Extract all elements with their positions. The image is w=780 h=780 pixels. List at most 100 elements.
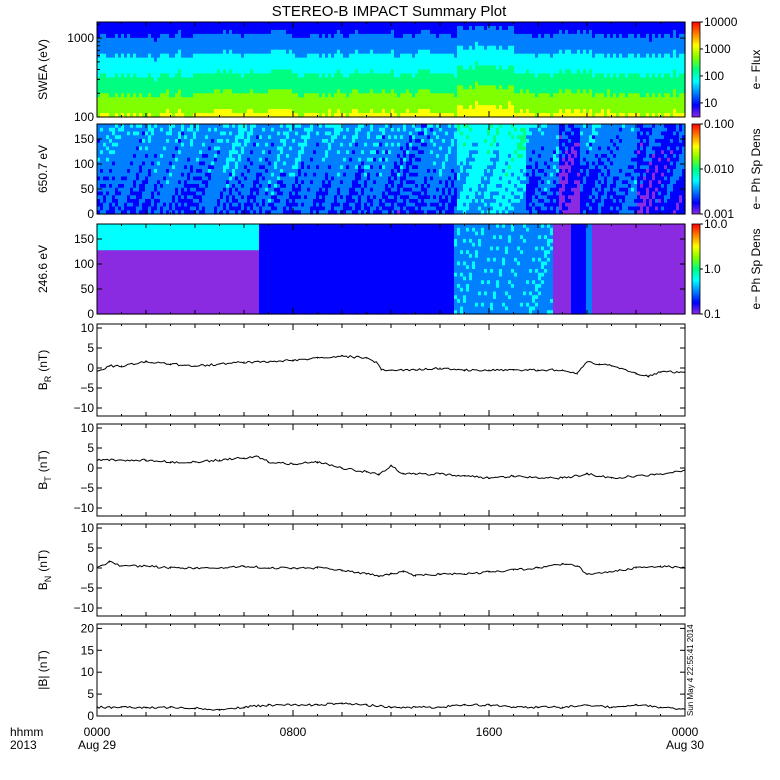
heatmap-cell — [493, 105, 497, 110]
heatmap-cell — [343, 93, 347, 98]
heatmap-cell — [319, 41, 323, 47]
heatmap-cell — [616, 61, 620, 67]
heatmap-cell — [283, 49, 287, 55]
heatmap-cell — [415, 93, 419, 98]
heatmap-cell — [223, 97, 227, 102]
heatmap-cell — [229, 41, 233, 47]
heatmap-cell — [574, 85, 578, 90]
heatmap-cell — [388, 73, 392, 79]
heatmap-cell — [532, 65, 536, 71]
heatmap-cell — [115, 69, 119, 75]
heatmap-cell — [505, 89, 509, 94]
heatmap-cell — [469, 89, 473, 94]
heatmap-cell — [670, 105, 674, 110]
heatmap-cell — [271, 101, 275, 106]
heatmap-cell — [112, 184, 116, 189]
heatmap-cell — [331, 37, 335, 43]
heatmap-cell — [427, 29, 431, 35]
heatmap-cell — [100, 45, 104, 51]
heatmap-cell — [112, 61, 116, 67]
heatmap-cell — [670, 93, 674, 98]
heatmap-cell — [508, 37, 512, 43]
heatmap-cell — [625, 69, 629, 75]
heatmap-cell — [559, 25, 563, 31]
heatmap-cell — [217, 33, 221, 39]
heatmap-cell — [613, 73, 617, 79]
heatmap-cell — [454, 53, 458, 59]
heatmap-cell — [322, 77, 326, 82]
heatmap-cell — [442, 33, 446, 39]
heatmap-cell — [283, 57, 287, 63]
heatmap-cell — [415, 33, 419, 39]
heatmap-cell — [412, 93, 416, 98]
heatmap-cell — [301, 113, 305, 118]
heatmap-cell — [235, 77, 239, 82]
heatmap-cell — [337, 33, 341, 39]
heatmap-cell — [346, 37, 350, 43]
heatmap-cell — [151, 105, 155, 110]
heatmap-cell — [589, 41, 593, 47]
heatmap-cell — [484, 109, 488, 114]
heatmap-cell — [223, 22, 227, 27]
heatmap-cell — [469, 49, 473, 55]
heatmap-cell — [592, 37, 596, 43]
heatmap-cell — [340, 89, 344, 94]
heatmap-cell — [184, 101, 188, 106]
heatmap-cell — [121, 45, 125, 51]
heatmap-cell — [340, 25, 344, 31]
heatmap-cell — [649, 89, 653, 94]
heatmap-cell — [316, 49, 320, 55]
heatmap-cell — [184, 109, 188, 114]
heatmap-cell — [502, 25, 506, 31]
heatmap-cell — [97, 93, 101, 98]
heatmap-cell — [211, 45, 215, 51]
heatmap-cell — [673, 69, 677, 75]
heatmap-cell — [682, 22, 686, 27]
heatmap-cell — [271, 57, 275, 63]
heatmap-cell — [199, 57, 203, 63]
heatmap-cell — [208, 57, 212, 63]
heatmap-cell — [364, 45, 368, 51]
heatmap-cell — [364, 81, 368, 86]
heatmap-cell — [124, 41, 128, 47]
heatmap-cell — [658, 97, 662, 102]
heatmap-cell — [160, 29, 164, 35]
heatmap-cell — [277, 65, 281, 71]
heatmap-cell — [100, 29, 104, 35]
heatmap-cell — [277, 97, 281, 102]
heatmap-cell — [370, 69, 374, 75]
heatmap-cell — [298, 49, 302, 55]
heatmap-cell — [97, 97, 101, 102]
heatmap-cell — [514, 45, 518, 51]
heatmap-cell — [676, 41, 680, 47]
heatmap-cell — [337, 113, 341, 118]
heatmap-cell — [394, 73, 398, 79]
heatmap-cell — [661, 25, 665, 31]
heatmap-cell — [499, 85, 503, 90]
heatmap-cell — [151, 69, 155, 75]
heatmap-cell — [457, 73, 461, 79]
heatmap-cell — [475, 113, 479, 118]
heatmap-cell — [367, 57, 371, 63]
heatmap-cell — [661, 45, 665, 51]
heatmap-cell — [514, 73, 518, 79]
heatmap-cell — [259, 45, 263, 51]
heatmap-cell — [595, 37, 599, 43]
heatmap-cell — [478, 97, 482, 102]
heatmap-cell — [244, 113, 248, 118]
heatmap-cell — [553, 93, 557, 98]
heatmap-cell — [526, 37, 530, 43]
heatmap-cell — [562, 33, 566, 39]
heatmap-cell — [628, 37, 632, 43]
heatmap-cell — [508, 29, 512, 35]
heatmap-cell — [319, 113, 323, 118]
heatmap-cell — [556, 25, 560, 31]
heatmap-cell — [274, 65, 278, 71]
heatmap-cell — [595, 105, 599, 110]
heatmap-cell — [235, 65, 239, 71]
heatmap-cell — [424, 105, 428, 110]
heatmap-cell — [511, 69, 515, 75]
heatmap-cell — [271, 25, 275, 31]
heatmap-cell — [358, 41, 362, 47]
heatmap-cell — [523, 73, 527, 79]
